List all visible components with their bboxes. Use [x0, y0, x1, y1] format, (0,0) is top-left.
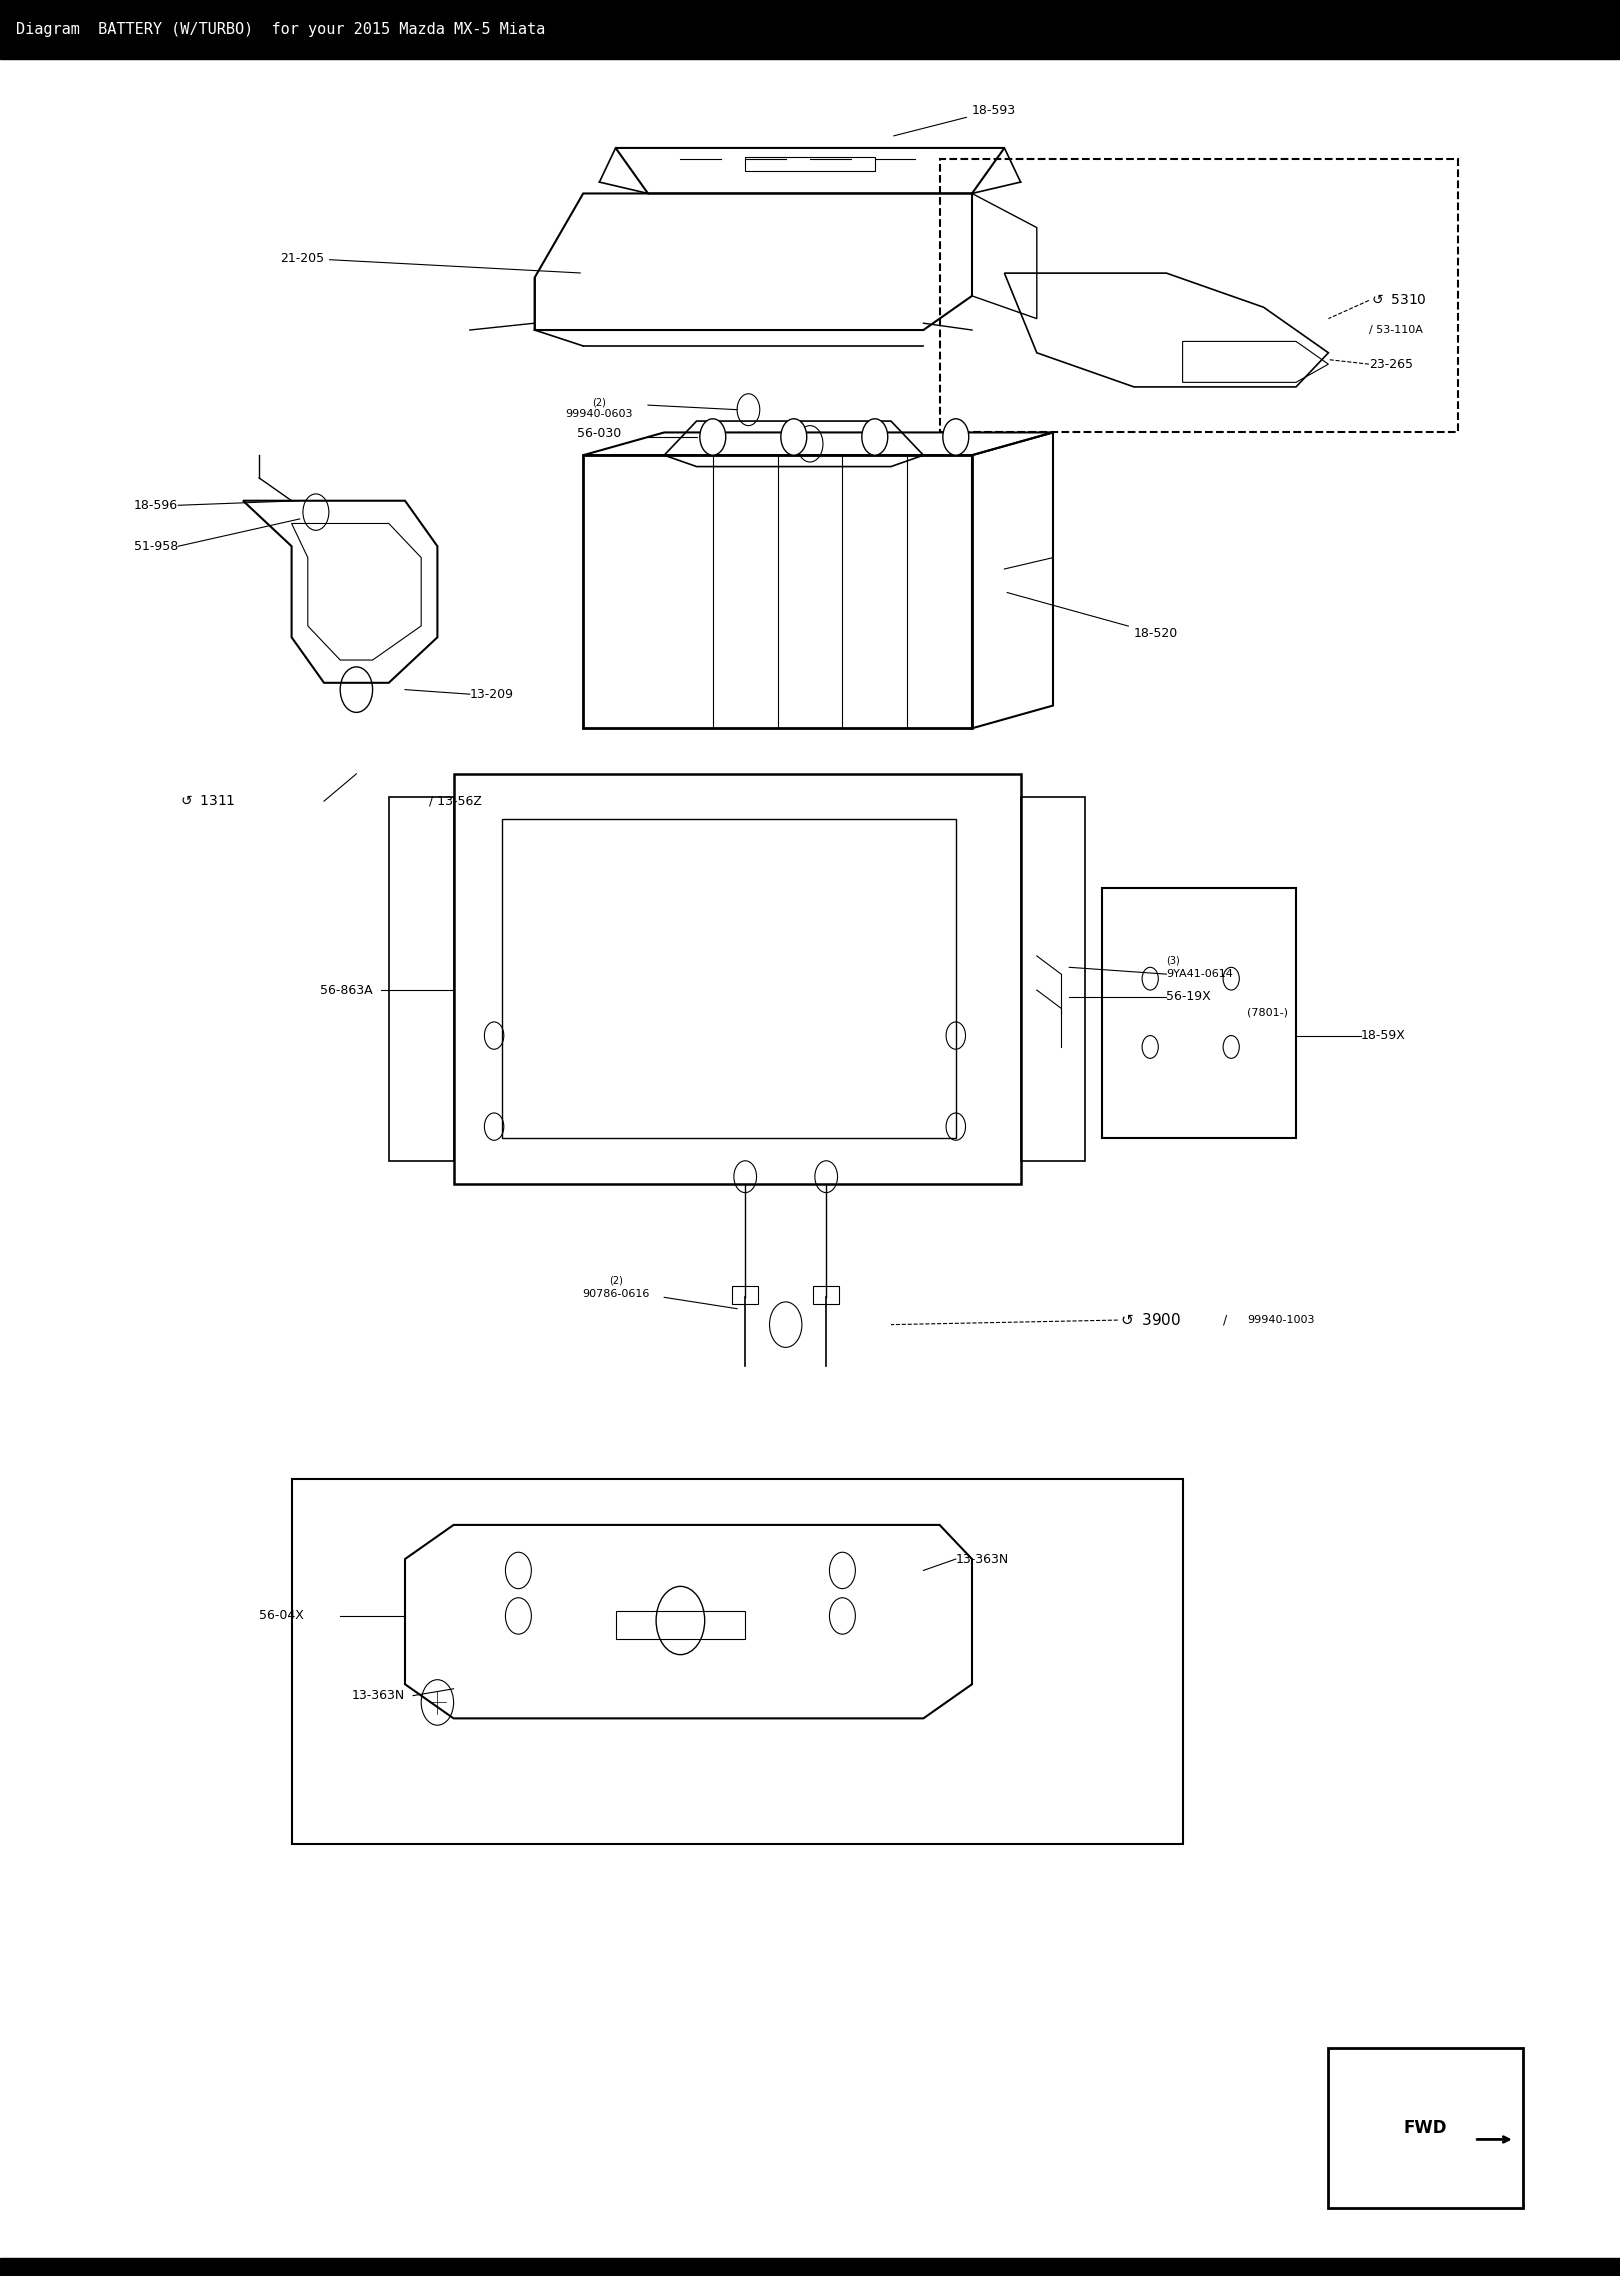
Bar	[1328, 2048, 1523, 2208]
Bar	[454, 774, 1021, 1184]
Text: (3): (3)	[1166, 956, 1179, 965]
Bar	[389, 797, 454, 1161]
Bar	[616, 1611, 745, 1639]
Text: 13-363N: 13-363N	[956, 1552, 1009, 1566]
Text: (2): (2)	[593, 396, 606, 407]
Text: / 53-110A: / 53-110A	[1369, 325, 1422, 335]
Text: 9YA41-0614: 9YA41-0614	[1166, 970, 1233, 979]
Text: 18-596: 18-596	[134, 498, 178, 512]
Text: FWD: FWD	[1405, 2119, 1447, 2137]
Text: 56-863A: 56-863A	[321, 983, 373, 997]
Text: Diagram  BATTERY (W/TURBO)  for your 2015 Mazda MX-5 Miata: Diagram BATTERY (W/TURBO) for your 2015 …	[16, 23, 546, 36]
Text: 18-593: 18-593	[894, 105, 1016, 137]
Text: $\circlearrowleft$ 3900: $\circlearrowleft$ 3900	[1118, 1311, 1181, 1329]
Bar	[1102, 888, 1296, 1138]
Circle shape	[700, 419, 726, 455]
Text: (7801-): (7801-)	[1247, 1008, 1288, 1017]
Bar	[502, 819, 956, 1138]
Text: 21-205: 21-205	[280, 253, 580, 273]
Text: 99940-1003: 99940-1003	[1247, 1316, 1315, 1325]
Circle shape	[781, 419, 807, 455]
Text: 56-19X: 56-19X	[1166, 990, 1212, 1004]
Bar	[940, 159, 1458, 432]
Circle shape	[862, 419, 888, 455]
Circle shape	[943, 419, 969, 455]
Bar	[0, 0, 1620, 59]
Bar	[0, 2258, 1620, 2276]
Text: / 13-56Z: / 13-56Z	[429, 794, 483, 808]
Bar	[745, 157, 875, 171]
Text: 56-04X: 56-04X	[259, 1609, 305, 1623]
Text: 18-520: 18-520	[1008, 592, 1178, 640]
Text: 99940-0603: 99940-0603	[565, 407, 633, 419]
Text: $\circlearrowleft$ 5310: $\circlearrowleft$ 5310	[1369, 294, 1427, 307]
Text: 13-209: 13-209	[470, 687, 514, 701]
Text: (2): (2)	[609, 1275, 622, 1286]
Bar	[813, 1286, 839, 1304]
Bar	[292, 1479, 1183, 1844]
Text: 13-363N: 13-363N	[352, 1689, 405, 1702]
Bar	[1021, 797, 1085, 1161]
Text: 51-958: 51-958	[134, 539, 178, 553]
Text: 56-030: 56-030	[577, 428, 622, 439]
Bar	[583, 455, 972, 728]
Text: /: /	[1223, 1313, 1228, 1327]
Bar	[732, 1286, 758, 1304]
Text: 90786-0616: 90786-0616	[582, 1288, 650, 1300]
Text: $\circlearrowleft$ 1311: $\circlearrowleft$ 1311	[178, 794, 237, 808]
Text: 23-265: 23-265	[1369, 357, 1413, 371]
Text: 18-59X: 18-59X	[1361, 1029, 1406, 1042]
